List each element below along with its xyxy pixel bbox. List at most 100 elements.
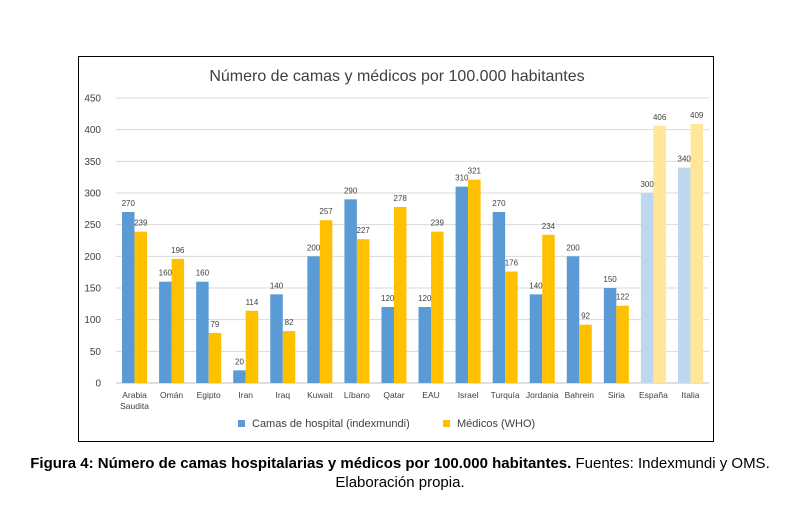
data-label: 300	[640, 180, 654, 189]
legend-swatch	[238, 420, 245, 427]
bar	[505, 271, 518, 383]
data-label: 257	[319, 207, 333, 216]
bar	[344, 199, 357, 383]
data-label: 150	[603, 275, 617, 284]
data-label: 20	[235, 357, 244, 366]
bar	[640, 193, 654, 383]
data-label: 114	[246, 298, 259, 307]
data-label: 270	[492, 199, 506, 208]
figure-caption: Figura 4: Número de camas hospitalarias …	[0, 454, 800, 492]
bar	[356, 239, 370, 383]
x-tick-label: Iran	[238, 390, 253, 400]
bar	[122, 212, 135, 383]
bar	[603, 288, 617, 383]
data-label: 321	[468, 167, 482, 176]
data-label: 239	[431, 219, 445, 228]
data-label: 120	[418, 294, 432, 303]
data-label: 160	[159, 269, 173, 278]
x-tick-label: Israel	[458, 390, 479, 400]
bar	[431, 231, 444, 383]
caption-normal: Fuentes: Indexmundi y OMS. Elaboración p…	[335, 455, 770, 491]
bar	[393, 206, 407, 383]
data-label: 340	[678, 155, 692, 164]
bar	[282, 331, 296, 383]
legend-label: Camas de hospital (indexmundi)	[252, 418, 410, 430]
bar	[677, 167, 691, 383]
data-label: 239	[134, 219, 148, 228]
x-tick-label: Arabia	[122, 390, 147, 400]
y-tick-label: 400	[84, 125, 101, 136]
x-tick-label: Egipto	[197, 390, 221, 400]
y-tick-label: 50	[90, 347, 102, 358]
bar	[690, 123, 703, 383]
x-tick-label: Bahrein	[565, 390, 595, 400]
x-tick-label: España	[639, 390, 668, 400]
bar	[319, 220, 333, 383]
bar	[579, 324, 592, 383]
bar	[492, 212, 506, 383]
y-tick-label: 300	[84, 189, 101, 200]
bar	[468, 179, 481, 383]
y-tick-label: 250	[84, 220, 101, 231]
bar-chart: Número de camas y médicos por 100.000 ha…	[84, 68, 709, 430]
caption-bold: Figura 4: Número de camas hospitalarias …	[30, 455, 572, 472]
x-tick-label: Turquía	[491, 390, 520, 400]
bar	[171, 258, 185, 383]
data-label: 227	[356, 226, 370, 235]
bar	[134, 231, 148, 383]
data-label: 120	[381, 294, 395, 303]
bar	[529, 294, 543, 383]
y-tick-label: 100	[84, 315, 101, 326]
y-tick-label: 150	[84, 284, 101, 295]
data-labels: 270 239 160 196 160 79 20 114 140 82 200 257 290 227 1…	[122, 111, 704, 366]
bar	[566, 256, 580, 383]
y-axis-ticks: 0 50 100 150 200 250 300 350 400 450	[84, 94, 101, 390]
bar	[418, 307, 432, 383]
chart-title: Número de camas y médicos por 100.000 ha…	[209, 68, 584, 85]
y-tick-label: 450	[84, 94, 101, 105]
y-tick-label: 0	[95, 379, 101, 390]
bar	[307, 256, 320, 383]
x-tick-label: Siria	[608, 390, 625, 400]
data-label: 160	[196, 269, 210, 278]
bars	[122, 123, 703, 383]
x-tick-label: Kuwait	[307, 390, 333, 400]
bar	[381, 307, 394, 383]
bar	[159, 281, 172, 383]
bar	[208, 332, 222, 383]
x-tick-label: Omán	[160, 390, 183, 400]
legend-swatch	[443, 420, 450, 427]
bar	[270, 294, 283, 383]
data-label: 290	[344, 186, 358, 195]
bar	[653, 125, 666, 383]
data-label: 406	[653, 113, 667, 122]
legend: Camas de hospital (indexmundi) Médicos (W…	[238, 418, 535, 430]
x-tick-label: Qatar	[383, 390, 404, 400]
data-label: 278	[394, 194, 408, 203]
data-label: 79	[210, 320, 219, 329]
bar	[616, 305, 629, 383]
legend-label: Médicos (WHO)	[457, 418, 535, 430]
x-tick-label: EAU	[422, 390, 439, 400]
x-tick-label: Iraq	[275, 390, 290, 400]
bar	[233, 370, 246, 383]
chart-frame: Número de camas y médicos por 100.000 ha…	[78, 56, 714, 442]
data-label: 196	[171, 246, 185, 255]
x-tick-label: Italia	[681, 390, 699, 400]
data-label: 140	[529, 281, 543, 290]
data-label: 140	[270, 281, 284, 290]
data-label: 409	[690, 111, 704, 120]
data-label: 82	[285, 318, 294, 327]
data-label: 176	[505, 259, 519, 268]
data-label: 200	[566, 243, 580, 252]
data-label: 122	[616, 293, 630, 302]
y-tick-label: 200	[84, 252, 101, 263]
data-label: 200	[307, 243, 321, 252]
bar	[542, 234, 555, 383]
bar	[196, 281, 209, 383]
data-label: 234	[542, 222, 556, 231]
bar	[455, 186, 469, 383]
x-tick-label: Jordania	[526, 390, 559, 400]
data-label: 270	[122, 199, 136, 208]
